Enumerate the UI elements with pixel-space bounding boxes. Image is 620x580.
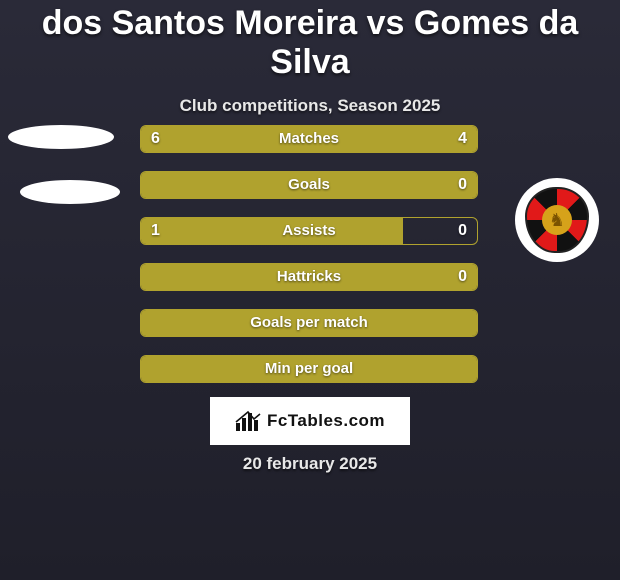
stat-row: Goals per match: [140, 309, 478, 337]
stats-rows: Matches64Goals0Assists10Hattricks0Goals …: [140, 125, 478, 401]
crest-center-icon: ♞: [542, 205, 572, 235]
club-crest-right: ♞: [515, 178, 599, 262]
player-left-marker-2: [20, 180, 120, 204]
stat-value-left: 1: [151, 218, 160, 244]
branding-text: FcTables.com: [267, 411, 385, 431]
stat-label: Hattricks: [141, 264, 477, 290]
stat-row: Hattricks0: [140, 263, 478, 291]
stat-row: Goals0: [140, 171, 478, 199]
bars-icon: [235, 410, 261, 432]
stat-label: Goals per match: [141, 310, 477, 336]
comparison-card: dos Santos Moreira vs Gomes da Silva Clu…: [0, 0, 620, 580]
stat-value-right: 0: [458, 172, 467, 198]
stat-label: Assists: [141, 218, 477, 244]
stat-row: Assists1 0: [140, 217, 478, 245]
stat-label: Goals: [141, 172, 477, 198]
stat-value-right: 4: [458, 126, 467, 152]
stat-row: Matches6 4: [140, 125, 478, 153]
stat-value-right: 0: [458, 218, 467, 244]
crest-shield-icon: ♞: [525, 187, 589, 253]
date-text: 20 february 2025: [0, 454, 620, 474]
stat-value-left: 6: [151, 126, 160, 152]
player-left-marker-1: [8, 125, 114, 149]
subtitle: Club competitions, Season 2025: [0, 96, 620, 116]
stat-label: Matches: [141, 126, 477, 152]
page-title: dos Santos Moreira vs Gomes da Silva: [0, 0, 620, 82]
stat-value-right: 0: [458, 264, 467, 290]
stat-row: Min per goal: [140, 355, 478, 383]
branding-badge: FcTables.com: [210, 397, 410, 445]
stat-label: Min per goal: [141, 356, 477, 382]
